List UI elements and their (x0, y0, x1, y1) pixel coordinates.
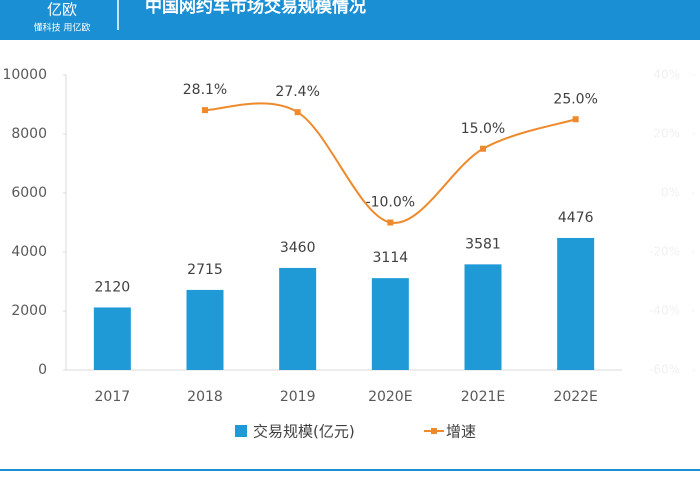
x-tick-label: 2020E (368, 389, 412, 405)
slogan: 懂科技 用亿欧 (34, 22, 91, 34)
y-tick-label: 10000 (2, 67, 47, 83)
bar-value-label: 2120 (95, 279, 131, 295)
header-band (0, 0, 700, 40)
y-tick-label: 0 (38, 362, 47, 378)
bar-value-label: 2715 (187, 262, 223, 278)
y2-tick-label: -60% (649, 363, 680, 377)
growth-value-label: -10.0% (366, 195, 416, 211)
growth-marker (480, 145, 486, 152)
growth-value-label: 25.0% (553, 91, 597, 107)
y-tick-label: 4000 (11, 244, 47, 260)
growth-value-label: 28.1% (183, 82, 227, 98)
x-tick-label: 2018 (187, 389, 223, 405)
y2-tick-label: -20% (649, 245, 680, 259)
growth-marker (202, 107, 208, 114)
y2-tick-label: -40% (649, 304, 680, 318)
legend-swatch (431, 428, 437, 434)
y-tick-label: 6000 (11, 185, 47, 201)
bar-value-label: 3114 (373, 250, 409, 266)
y2-tick-label: 40% (653, 68, 680, 82)
bar-value-label: 3460 (280, 240, 316, 256)
growth-value-label: 27.4% (275, 84, 319, 100)
growth-marker (387, 219, 394, 226)
bar-value-label: 4476 (558, 210, 594, 226)
legend-label: 交易规模(亿元) (253, 423, 355, 441)
bar (93, 307, 131, 370)
chart-title: 中国网约车市场交易规模情况 (145, 0, 366, 17)
legend-swatch (235, 425, 247, 437)
legend-label: 增速 (446, 423, 476, 441)
bar (186, 289, 224, 370)
growth-value-label: 15.0% (461, 121, 505, 137)
y2-tick-label: 20% (653, 127, 680, 141)
growth-marker (294, 109, 301, 116)
x-tick-label: 2019 (280, 389, 316, 405)
x-tick-label: 2022E (553, 389, 597, 405)
y-tick-label: 8000 (11, 126, 47, 142)
bar (279, 267, 317, 370)
y-tick-label: 2000 (11, 303, 47, 319)
growth-marker (572, 116, 579, 123)
x-tick-label: 2021E (461, 389, 505, 405)
logo: 亿欧 (47, 1, 77, 19)
y2-tick-label: 0% (661, 186, 680, 200)
bar (464, 264, 502, 370)
x-tick-label: 2017 (95, 389, 131, 405)
bar-value-label: 3581 (465, 236, 501, 252)
bar (557, 237, 595, 370)
bar (371, 278, 409, 370)
